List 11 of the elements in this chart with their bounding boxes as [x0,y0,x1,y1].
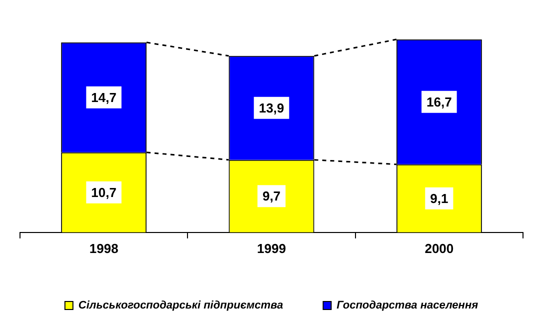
legend-label: Господарства населення [336,300,479,312]
x-tick-label: 1998 [89,240,118,256]
legend-label: Сільськогосподарські підприємства [78,300,284,312]
data-label: 9,7 [262,188,281,204]
x-tick-label: 2000 [424,240,454,256]
data-label: 9,1 [430,190,448,206]
x-tick-label: 1999 [257,240,286,256]
data-label: 13,9 [258,100,284,116]
data-label: 16,7 [426,94,452,110]
data-label: 10,7 [91,184,116,200]
data-label: 14,7 [91,90,116,105]
